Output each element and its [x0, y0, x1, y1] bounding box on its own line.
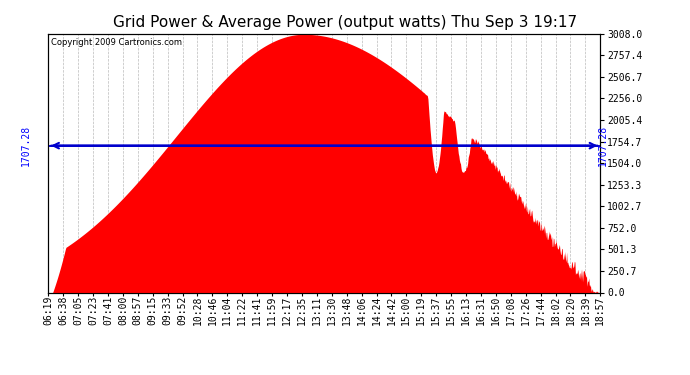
- Text: Copyright 2009 Cartronics.com: Copyright 2009 Cartronics.com: [51, 38, 182, 46]
- Text: 1707.28: 1707.28: [598, 125, 608, 166]
- Text: 1707.28: 1707.28: [21, 125, 31, 166]
- Text: Grid Power & Average Power (output watts) Thu Sep 3 19:17: Grid Power & Average Power (output watts…: [113, 15, 577, 30]
